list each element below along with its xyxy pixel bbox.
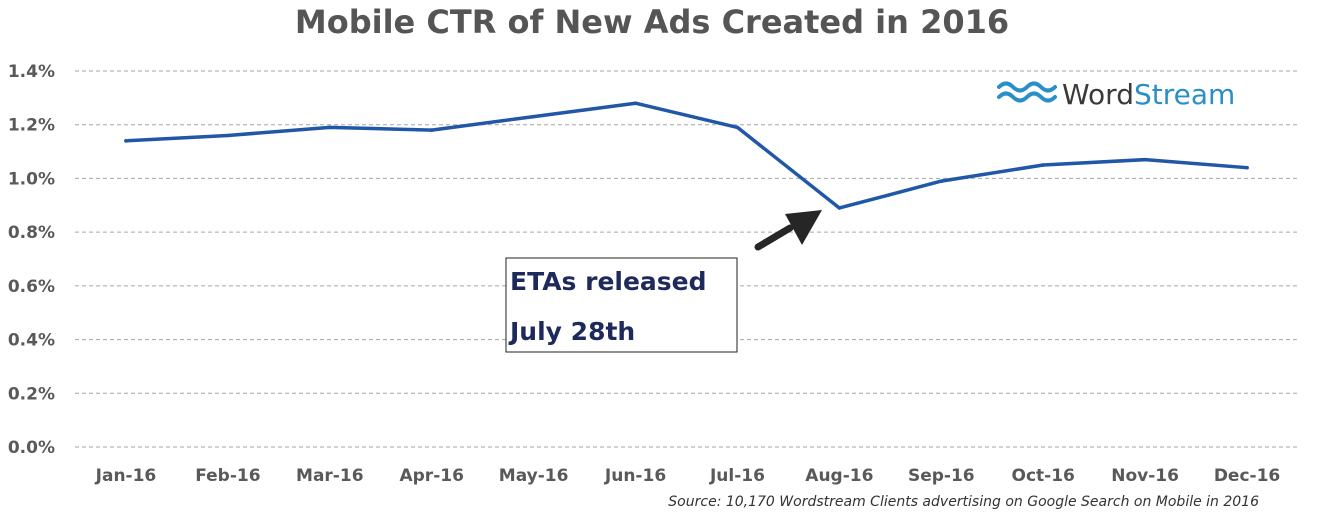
x-tick-label: Aug-16 bbox=[805, 466, 873, 486]
annotation-line-1: ETAs released bbox=[510, 267, 707, 296]
data-point bbox=[633, 101, 638, 106]
y-tick-label: 0.0% bbox=[8, 438, 55, 458]
x-axis-ticks: Jan-16 Feb-16 Mar-16 Apr-16 May-16 Jun-16 Jul-… bbox=[95, 466, 1281, 486]
x-tick-label: Jan-16 bbox=[95, 466, 157, 486]
data-point bbox=[1245, 165, 1249, 170]
chart-title: Mobile CTR of New Ads Created in 2016 bbox=[295, 3, 1009, 41]
y-tick-label: 1.0% bbox=[8, 169, 55, 189]
x-tick-label: Mar-16 bbox=[296, 466, 364, 486]
data-point bbox=[1041, 163, 1046, 167]
wordstream-logo: WordStream bbox=[997, 78, 1235, 111]
y-tick-label: 0.2% bbox=[8, 384, 55, 404]
data-point bbox=[531, 114, 536, 119]
logo-text: WordStream bbox=[1062, 78, 1235, 111]
annotation-arrow bbox=[754, 210, 822, 251]
x-tick-label: Dec-16 bbox=[1214, 466, 1280, 486]
data-point bbox=[429, 128, 434, 132]
x-tick-label: Sep-16 bbox=[908, 466, 975, 486]
x-tick-label: Jun-16 bbox=[604, 466, 666, 486]
wave-icon bbox=[997, 81, 1057, 103]
data-point bbox=[327, 125, 332, 130]
y-tick-label: 1.4% bbox=[8, 62, 55, 82]
data-point bbox=[939, 179, 944, 183]
y-tick-label: 1.2% bbox=[8, 116, 55, 136]
y-tick-label: 0.6% bbox=[8, 277, 55, 297]
data-point bbox=[735, 125, 740, 130]
annotation: ETAs released July 28th bbox=[505, 210, 822, 353]
series-line bbox=[124, 101, 1249, 210]
data-point bbox=[226, 133, 230, 138]
source-note: Source: 10,170 Wordstream Clients advert… bbox=[668, 494, 1259, 510]
y-axis-ticks: 0.0% 0.2% 0.4% 0.6% 0.8% 1.0% 1.2% 1.4% bbox=[8, 62, 55, 458]
x-tick-label: Nov-16 bbox=[1111, 466, 1179, 486]
y-tick-label: 0.4% bbox=[8, 331, 55, 351]
x-tick-label: Jul-16 bbox=[709, 466, 765, 486]
annotation-box bbox=[505, 257, 738, 353]
series-layer bbox=[124, 101, 1249, 210]
x-tick-label: Apr-16 bbox=[399, 466, 463, 486]
data-point bbox=[124, 139, 128, 143]
data-point bbox=[1143, 157, 1147, 162]
x-tick-label: May-16 bbox=[499, 466, 569, 486]
data-point bbox=[837, 206, 842, 210]
annotation-line-2: July 28th bbox=[508, 317, 635, 346]
y-tick-label: 0.8% bbox=[8, 223, 55, 243]
logo-text-word: Word bbox=[1062, 78, 1134, 111]
x-tick-label: Feb-16 bbox=[195, 466, 260, 486]
x-tick-label: Oct-16 bbox=[1012, 466, 1075, 486]
logo-text-stream: Stream bbox=[1134, 78, 1235, 111]
